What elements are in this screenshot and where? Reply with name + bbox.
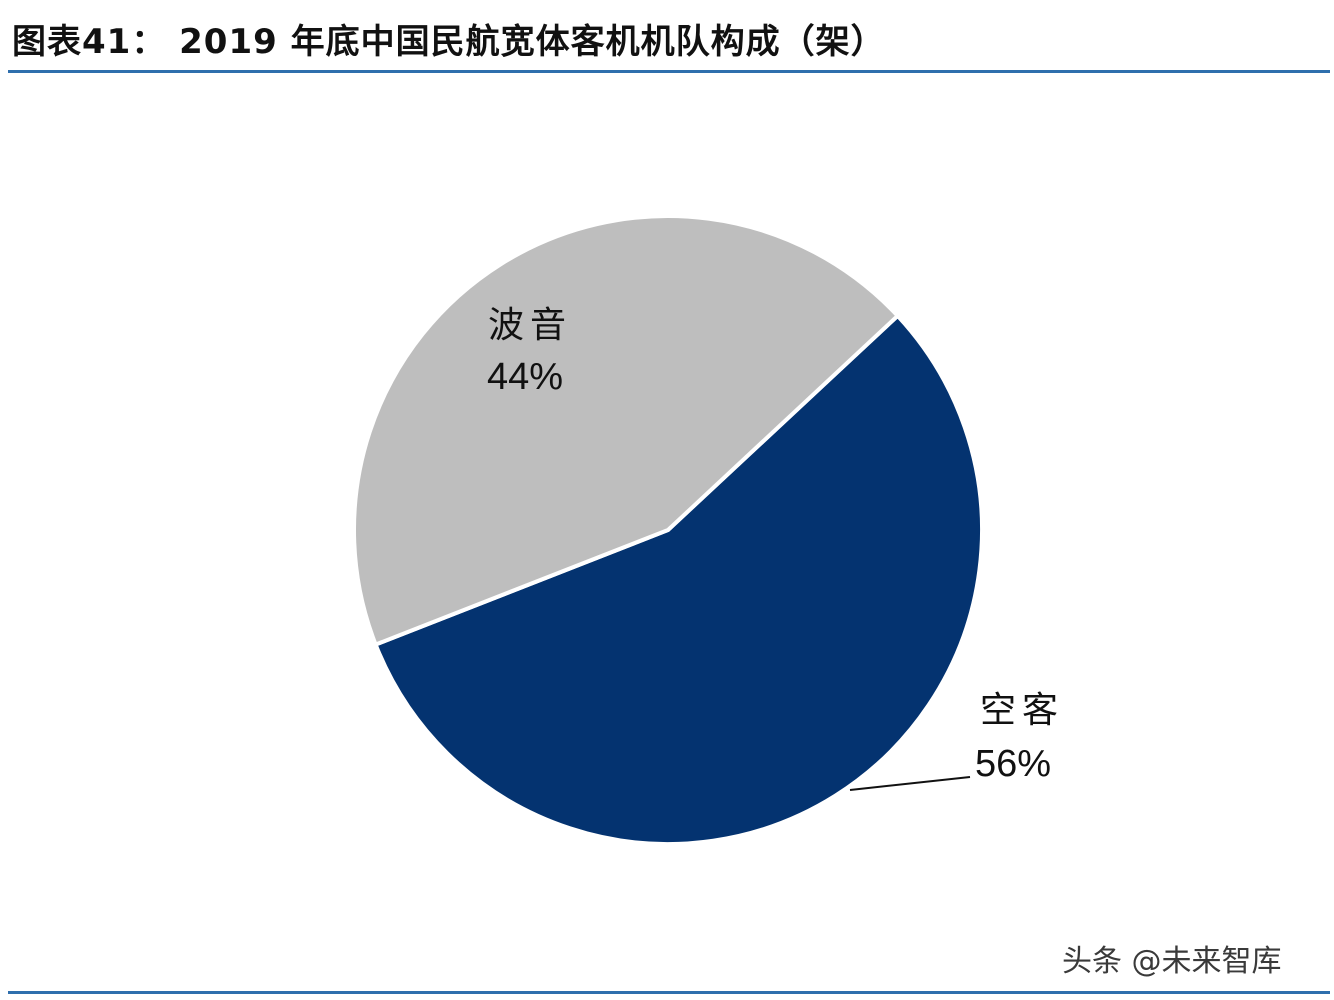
title-divider: [8, 70, 1330, 73]
slice-value-boeing: 44%: [487, 356, 563, 398]
chart-title: 图表41： 2019 年底中国民航宽体客机机队构成（架）: [12, 22, 886, 62]
slice-label-boeing: 波音: [488, 305, 572, 346]
watermark-text: 头条 @未来智库: [1062, 944, 1282, 979]
pie-slice-boeing: [351, 214, 900, 647]
slice-label-airbus: 空客: [980, 690, 1064, 731]
leader-line-airbus: [849, 776, 971, 791]
bottom-divider: [8, 991, 1330, 994]
slice-value-airbus: 56%: [975, 743, 1051, 785]
title-bar: 图表41： 2019 年底中国民航宽体客机机队构成（架）: [0, 0, 1334, 74]
pie-slice-airbus: [373, 313, 984, 846]
